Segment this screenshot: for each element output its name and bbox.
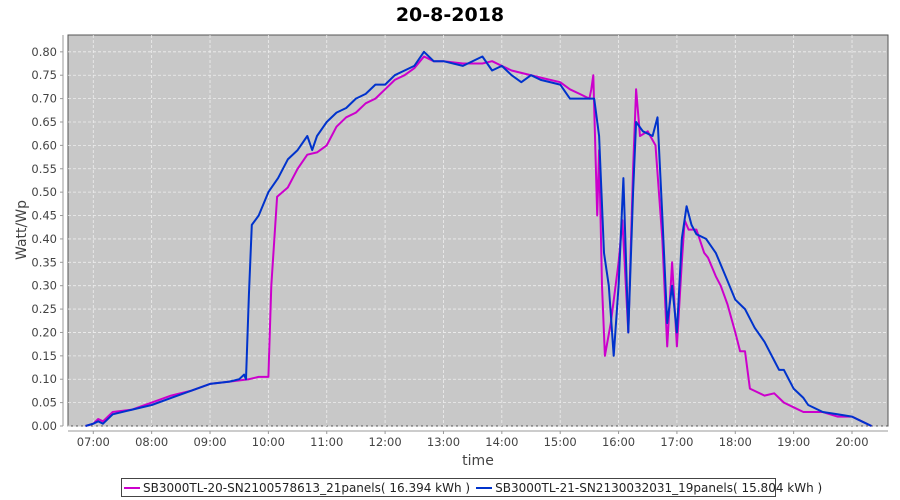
series-line-1 <box>85 50 872 427</box>
x-tick-label: 10:00 <box>252 435 285 449</box>
x-tick-label: 12:00 <box>369 435 402 449</box>
series-line-0 <box>85 55 872 427</box>
y-tick-label: 0.75 <box>31 68 57 82</box>
x-tick-label: 11:00 <box>310 435 343 449</box>
legend-label: SB3000TL-21-SN2130032031_19panels( 15.80… <box>495 480 823 495</box>
x-tick-label: 15:00 <box>544 435 577 449</box>
y-tick-label: 0.25 <box>31 302 57 316</box>
x-tick-label: 13:00 <box>427 435 460 449</box>
y-tick-label: 0.35 <box>31 255 57 269</box>
legend: SB3000TL-20-SN2100578613_21panels( 16.39… <box>121 478 822 497</box>
x-tick-label: 08:00 <box>135 435 168 449</box>
y-tick-label: 0.15 <box>31 349 57 363</box>
x-tick-label: 18:00 <box>719 435 752 449</box>
x-tick-label: 16:00 <box>602 435 635 449</box>
x-tick-label: 07:00 <box>77 435 110 449</box>
y-tick-label: 0.80 <box>31 45 57 59</box>
legend-label: SB3000TL-20-SN2100578613_21panels( 16.39… <box>143 480 471 495</box>
x-tick-label: 17:00 <box>660 435 693 449</box>
y-tick-label: 0.70 <box>31 92 57 106</box>
y-tick-label: 0.45 <box>31 209 57 223</box>
y-tick-label: 0.20 <box>31 325 57 339</box>
legend-swatch <box>124 486 140 489</box>
x-tick-label: 09:00 <box>193 435 226 449</box>
y-tick-label: 0.55 <box>31 162 57 176</box>
y-tick-label: 0.30 <box>31 279 57 293</box>
y-tick-label: 0.60 <box>31 138 57 152</box>
legend-item-0: SB3000TL-20-SN2100578613_21panels( 16.39… <box>124 481 470 495</box>
y-tick-label: 0.40 <box>31 232 57 246</box>
chart-title: 20-8-2018 <box>395 4 505 26</box>
legend-swatch <box>476 486 493 489</box>
x-tick-label: 14:00 <box>485 435 518 449</box>
y-tick-label: 0.65 <box>31 115 57 129</box>
y-tick-label: 0.10 <box>31 372 57 386</box>
y-tick-label: 0.05 <box>31 396 57 410</box>
y-tick-label: 0.00 <box>31 419 57 433</box>
x-tick-label: 19:00 <box>777 435 810 449</box>
y-tick-label: 0.50 <box>31 185 57 199</box>
legend-item-1: SB3000TL-21-SN2130032031_19panels( 15.80… <box>476 481 822 495</box>
x-tick-label: 20:00 <box>835 435 868 449</box>
y-axis-label: Watt/Wp <box>14 200 30 260</box>
plot-area <box>67 34 889 427</box>
x-axis-label: time <box>462 453 494 469</box>
